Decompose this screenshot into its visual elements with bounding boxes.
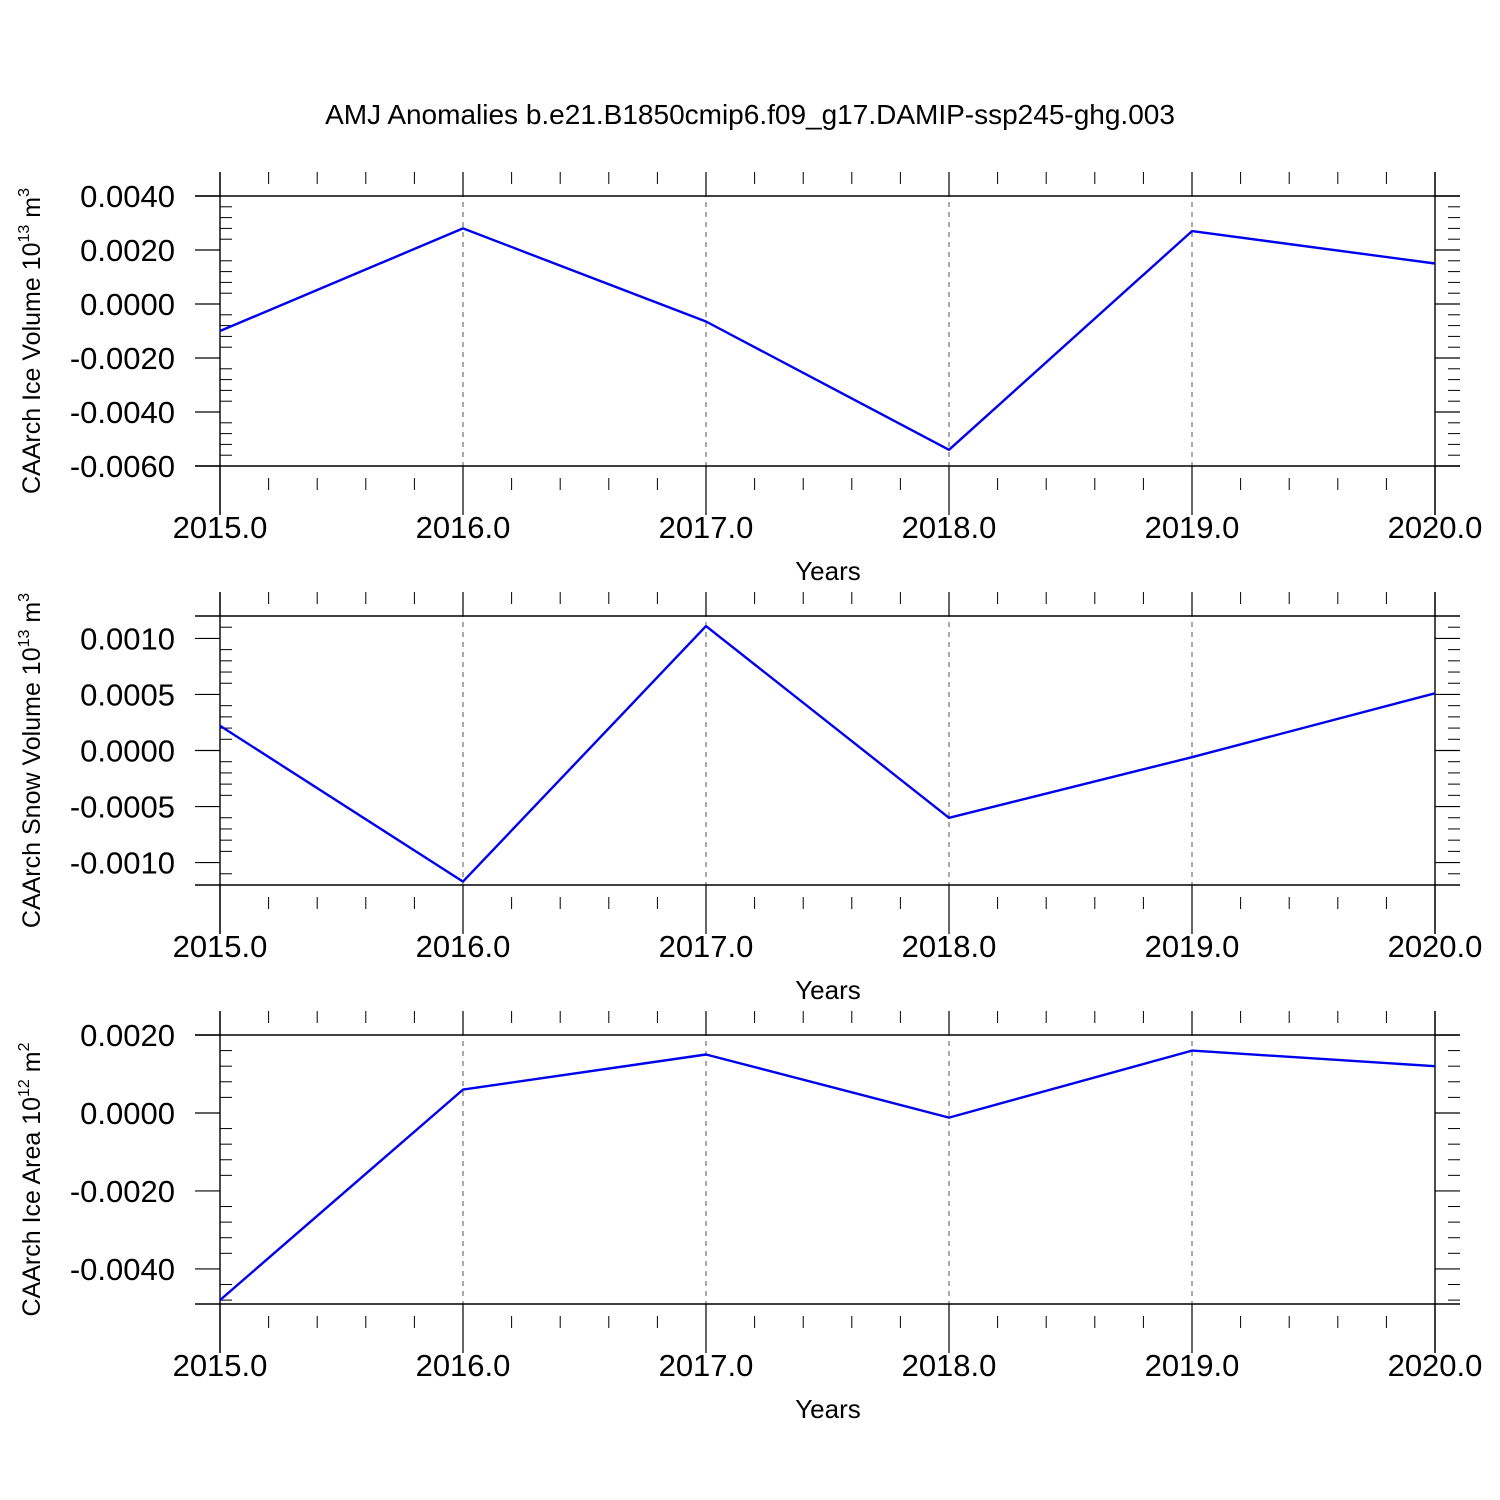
x-tick-label: 2015.0 — [173, 510, 268, 545]
y-tick-label: 0.0005 — [80, 677, 175, 712]
x-axis-label: Years — [795, 556, 861, 586]
series-line — [219, 1049, 1436, 1302]
y-tick-label: 0.0000 — [80, 287, 175, 322]
x-tick-label: 2016.0 — [416, 510, 511, 545]
x-axis-label: Years — [795, 1394, 861, 1424]
x-tick-label: 2017.0 — [659, 1348, 754, 1383]
y-tick-label: -0.0010 — [70, 846, 175, 881]
chart-panel-2: 0.0010 0.0005 0.0000 -0.0005 -0.0010 2015.0 20… — [16, 592, 1482, 1005]
y-tick-label: 0.0010 — [80, 621, 175, 656]
x-tick-label: 2019.0 — [1145, 929, 1240, 964]
y-tick-label: -0.0005 — [70, 790, 175, 825]
x-tick-label: 2020.0 — [1388, 929, 1483, 964]
x-axis-label: Years — [795, 975, 861, 1005]
y-tick-label: -0.0040 — [70, 1252, 175, 1287]
y-axis-label: CAArch Snow Volume 1013 m3 — [16, 593, 46, 928]
x-tick-label: 2018.0 — [902, 510, 997, 545]
figure-title: AMJ Anomalies b.e21.B1850cmip6.f09_g17.D… — [325, 99, 1175, 130]
y-tick-label: -0.0020 — [70, 1174, 175, 1209]
x-tick-label: 2020.0 — [1388, 1348, 1483, 1383]
x-tick-label: 2015.0 — [173, 1348, 268, 1383]
y-axis-label: CAArch Ice Volume 1013 m3 — [16, 188, 46, 494]
y-tick-label: -0.0060 — [70, 449, 175, 484]
panels: 0.0040 0.0020 0.0000 -0.0020 -0.0040 -0.0060 2… — [16, 172, 1482, 1424]
x-tick-label: 2019.0 — [1145, 1348, 1240, 1383]
y-tick-label: -0.0020 — [70, 341, 175, 376]
x-tick-label: 2019.0 — [1145, 510, 1240, 545]
y-tick-label: -0.0040 — [70, 395, 175, 430]
y-tick-label: 0.0020 — [80, 233, 175, 268]
series-line — [219, 227, 1436, 451]
x-tick-label: 2017.0 — [659, 510, 754, 545]
x-tick-label: 2018.0 — [902, 929, 997, 964]
x-tick-label: 2020.0 — [1388, 510, 1483, 545]
chart-panel-3: 0.0020 0.0000 -0.0020 -0.0040 2015.0 2016.0 20… — [16, 1011, 1482, 1424]
series-line — [219, 624, 1436, 883]
x-tick-label: 2018.0 — [902, 1348, 997, 1383]
y-tick-label: 0.0040 — [80, 179, 175, 214]
x-tick-label: 2015.0 — [173, 929, 268, 964]
y-tick-label: 0.0020 — [80, 1018, 175, 1053]
x-tick-label: 2017.0 — [659, 929, 754, 964]
y-axis-label: CAArch Ice Area 1012 m2 — [16, 1042, 46, 1316]
y-tick-label: 0.0000 — [80, 734, 175, 769]
y-tick-label: 0.0000 — [80, 1096, 175, 1131]
chart-panel-1: 0.0040 0.0020 0.0000 -0.0020 -0.0040 -0.0060 2… — [16, 172, 1482, 586]
x-tick-label: 2016.0 — [416, 1348, 511, 1383]
x-tick-label: 2016.0 — [416, 929, 511, 964]
